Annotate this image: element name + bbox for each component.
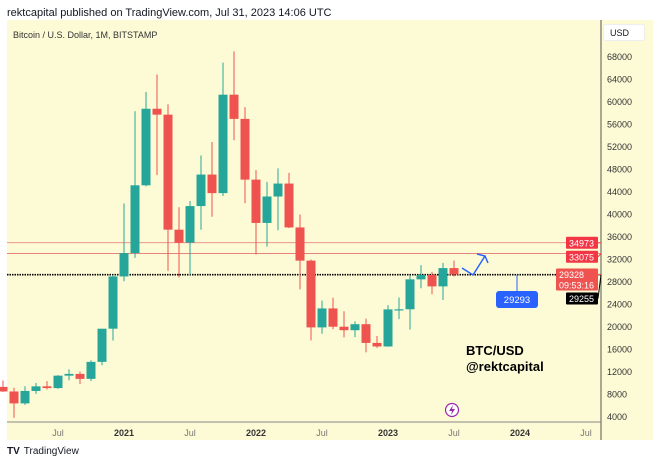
candle-body [218, 94, 228, 194]
candle-body [75, 373, 85, 379]
candle-body [405, 279, 415, 310]
x-tick-label: Jul [316, 428, 328, 438]
y-tick-label: 48000 [607, 165, 632, 175]
x-tick-label: Jul [52, 428, 64, 438]
candle-body [130, 185, 140, 254]
candle-body [53, 375, 63, 389]
candle-body [42, 386, 52, 389]
candle-body [174, 229, 184, 243]
candle-body [185, 206, 195, 243]
symbol-title: Bitcoin / U.S. Dollar, 1M, BITSTAMP [13, 30, 158, 40]
candle-body [108, 276, 118, 329]
candle-body [416, 274, 426, 280]
y-tick-label: 24000 [607, 300, 632, 310]
arrow-head-icon [476, 253, 489, 264]
candle-body [306, 260, 316, 328]
price-label-box [556, 268, 598, 291]
chart-area[interactable] [7, 20, 653, 440]
candle-body [86, 361, 96, 379]
x-tick-label: 2024 [510, 428, 530, 438]
candle-body [0, 386, 8, 392]
candle-body [339, 326, 349, 331]
price-label-box [566, 236, 598, 249]
price-label-connector [597, 253, 602, 258]
candle-body [9, 391, 19, 404]
candle-body [97, 328, 107, 362]
candle-body [64, 373, 74, 376]
candle-body [394, 309, 404, 311]
countdown-text: 09:53:16 [559, 281, 594, 291]
candle-body [427, 274, 437, 287]
price-label-text: 29328 [559, 270, 584, 280]
candle-body [262, 196, 272, 223]
y-tick-label: 4000 [607, 412, 627, 422]
price-label-connector [597, 274, 602, 299]
publish-info: rektcapital published on TradingView.com… [7, 7, 332, 19]
candle-body [383, 309, 393, 347]
y-tick-label: 16000 [607, 345, 632, 355]
tradingview-logo-icon: TV [7, 446, 20, 457]
brand-name: TradingView [23, 446, 79, 457]
y-tick-label: 68000 [607, 52, 632, 62]
candle-body [361, 324, 371, 343]
price-callout [496, 291, 538, 308]
candle-body [284, 183, 294, 228]
y-tick-label: 8000 [607, 390, 627, 400]
y-tick-label: 32000 [607, 255, 632, 265]
price-label-box [566, 292, 598, 305]
price-label-text: 34973 [569, 238, 594, 248]
price-label-box [566, 250, 598, 263]
x-tick-label: Jul [448, 428, 460, 438]
price-label-text: 33075 [569, 252, 594, 262]
price-label-text: 29255 [569, 294, 594, 304]
tradingview-brand[interactable]: TV TradingView [7, 446, 79, 457]
candle-body [372, 342, 382, 347]
candle-body [240, 118, 250, 180]
candle-body [141, 108, 151, 186]
candle-body [317, 308, 327, 328]
y-tick-label: 28000 [607, 277, 632, 287]
price-callout-text: 29293 [504, 295, 530, 306]
candle-body [229, 94, 239, 119]
y-tick-label: 64000 [607, 75, 632, 85]
y-tick-label: 52000 [607, 142, 632, 152]
candle-body [207, 174, 217, 194]
y-tick-label: 44000 [607, 187, 632, 197]
candle-body [449, 268, 459, 275]
candle-body [438, 268, 448, 287]
y-tick-label: 20000 [607, 322, 632, 332]
y-tick-label: 12000 [607, 367, 632, 377]
candle-body [273, 183, 283, 197]
y-tick-label: 40000 [607, 210, 632, 220]
y-tick-label: 60000 [607, 97, 632, 107]
y-tick-label: 56000 [607, 120, 632, 130]
x-tick-label: 2021 [114, 428, 134, 438]
candle-body [152, 108, 162, 115]
candle-body [251, 179, 261, 223]
x-tick-label: Jul [184, 428, 196, 438]
annotation-line2: @rektcapital [466, 359, 544, 374]
candle-body [31, 386, 41, 391]
candle-body [163, 114, 173, 230]
lightning-bolt-icon [449, 405, 455, 415]
projection-arrow [461, 255, 486, 277]
annotation-line1: BTC/USD [466, 343, 524, 358]
candle-body [196, 174, 206, 207]
candle-body [119, 253, 129, 277]
candle-body [328, 308, 338, 327]
x-tick-label: 2023 [378, 428, 398, 438]
y-tick-label: 36000 [607, 232, 632, 242]
x-tick-label: 2022 [246, 428, 266, 438]
candle-body [350, 324, 360, 331]
currency-button[interactable]: USD [603, 24, 645, 41]
candle-body [20, 390, 30, 404]
x-tick-label: Jul [580, 428, 592, 438]
candle-body [295, 227, 305, 261]
